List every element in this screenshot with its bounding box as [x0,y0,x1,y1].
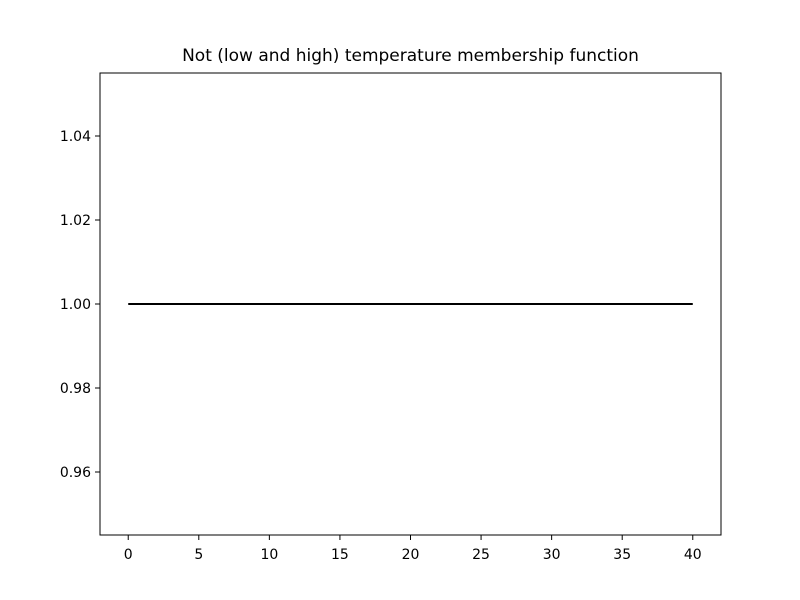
y-axis: 0.96 0.98 1.00 1.02 1.04 [60,129,100,481]
x-axis: 0 5 10 15 20 25 30 35 40 [124,535,702,563]
x-tick-label: 20 [402,547,420,563]
chart-title: Not (low and high) temperature membershi… [182,46,639,66]
x-tick-label: 10 [260,547,278,563]
y-tick-label: 0.96 [60,465,91,481]
y-tick-label: 1.02 [60,213,91,229]
x-tick-label: 5 [194,547,203,563]
x-tick-label: 25 [472,547,490,563]
y-tick-label: 0.98 [60,381,91,397]
y-tick-label: 1.04 [60,129,91,145]
x-tick-label: 35 [613,547,631,563]
x-tick-label: 40 [684,547,702,563]
x-tick-label: 30 [543,547,561,563]
y-tick-label: 1.00 [60,297,91,313]
x-tick-label: 0 [124,547,133,563]
x-tick-label: 15 [331,547,349,563]
